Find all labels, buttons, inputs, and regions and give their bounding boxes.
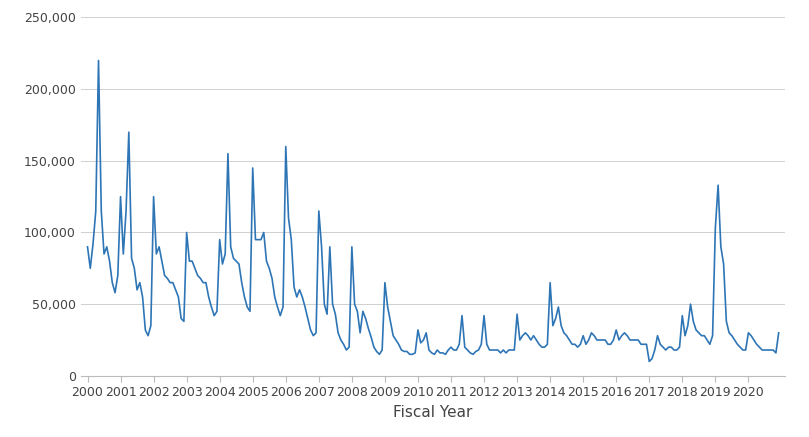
X-axis label: Fiscal Year: Fiscal Year xyxy=(393,405,472,420)
